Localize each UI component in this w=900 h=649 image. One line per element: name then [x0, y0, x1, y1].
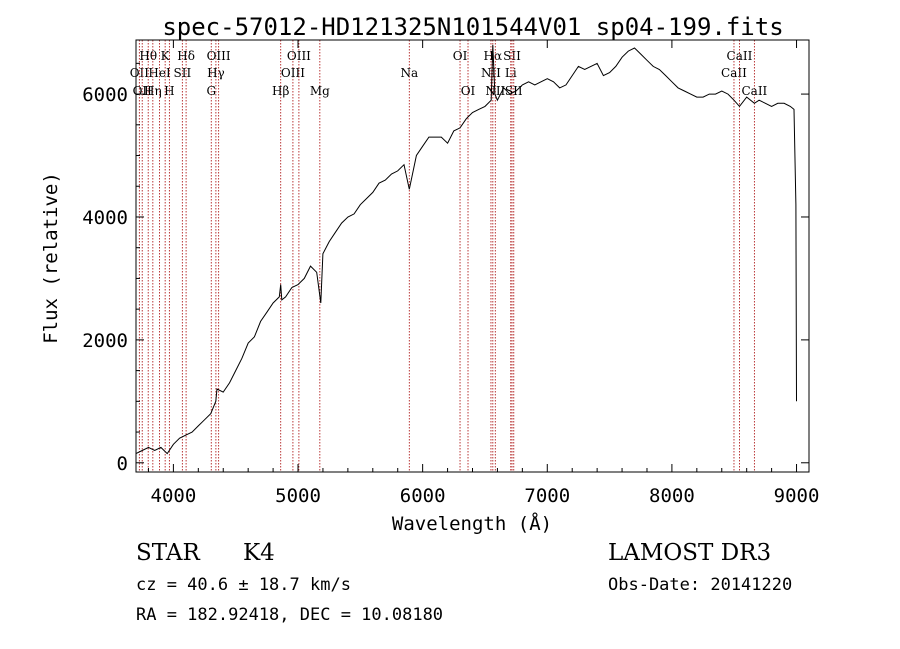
line-label: CaII: [741, 84, 767, 98]
x-axis-label: Wavelength (Å): [392, 512, 552, 535]
line-label: NII: [481, 66, 501, 80]
line-label: SII: [503, 49, 521, 63]
object-subclass: K4: [243, 540, 275, 566]
line-label: OIII: [281, 66, 305, 80]
line-label: OIII: [287, 49, 311, 63]
line-label: HeI: [148, 66, 171, 80]
x-tick-label: 4000: [151, 485, 197, 507]
x-tick-label: 7000: [524, 485, 570, 507]
y-axis-ticks: 0 2000 4000 6000: [82, 62, 809, 475]
line-label: Li: [505, 66, 517, 80]
line-label: SII: [505, 84, 523, 98]
line-label: K: [161, 49, 171, 63]
y-tick-label: 2000: [82, 330, 128, 352]
x-tick-label: 8000: [649, 485, 695, 507]
line-label: Hδ: [177, 49, 195, 63]
line-label: Hγ: [207, 66, 225, 80]
chart-title: spec-57012-HD121325N101544V01_sp04-199.f…: [162, 13, 783, 41]
spectral-line-markers: OIIOIIHθHηHeIKHSIIHδGHγOIIIHβOIIIOIIIMgN…: [130, 40, 768, 472]
plot-frame: [135, 39, 810, 473]
line-label: CaII: [727, 49, 753, 63]
x-axis-ticks: 4000 5000 6000 7000 8000 9000: [147, 40, 820, 507]
line-label: CaII: [721, 66, 747, 80]
y-tick-label: 0: [117, 453, 128, 475]
redshift-velocity: cz = 40.6 ± 18.7 km/s: [136, 575, 351, 595]
x-tick-label: 9000: [774, 485, 820, 507]
survey-name: LAMOST DR3: [608, 540, 771, 566]
y-axis-label: Flux (relative): [40, 172, 62, 344]
spectrum-line: [135, 44, 797, 455]
y-tick-label: 6000: [82, 84, 128, 106]
line-label: H: [164, 84, 174, 98]
line-label: G: [206, 84, 216, 98]
observation-date: Obs-Date: 20141220: [608, 575, 792, 595]
object-class: STAR: [136, 540, 200, 566]
ra-dec-coordinates: RA = 182.92418, DEC = 10.08180: [136, 605, 443, 625]
line-label: OIII: [207, 49, 231, 63]
x-tick-label: 5000: [275, 485, 321, 507]
line-label: Hη: [144, 84, 162, 98]
y-tick-label: 4000: [82, 207, 128, 229]
line-label: OII: [130, 66, 150, 80]
line-label: SII: [174, 66, 192, 80]
x-tick-label: 6000: [400, 485, 446, 507]
line-label: OI: [461, 84, 476, 98]
line-label: Na: [400, 66, 418, 80]
line-label: Hβ: [272, 84, 289, 98]
line-label: OI: [453, 49, 468, 63]
line-label: Mg: [310, 84, 330, 98]
line-label: Hθ: [139, 49, 157, 63]
